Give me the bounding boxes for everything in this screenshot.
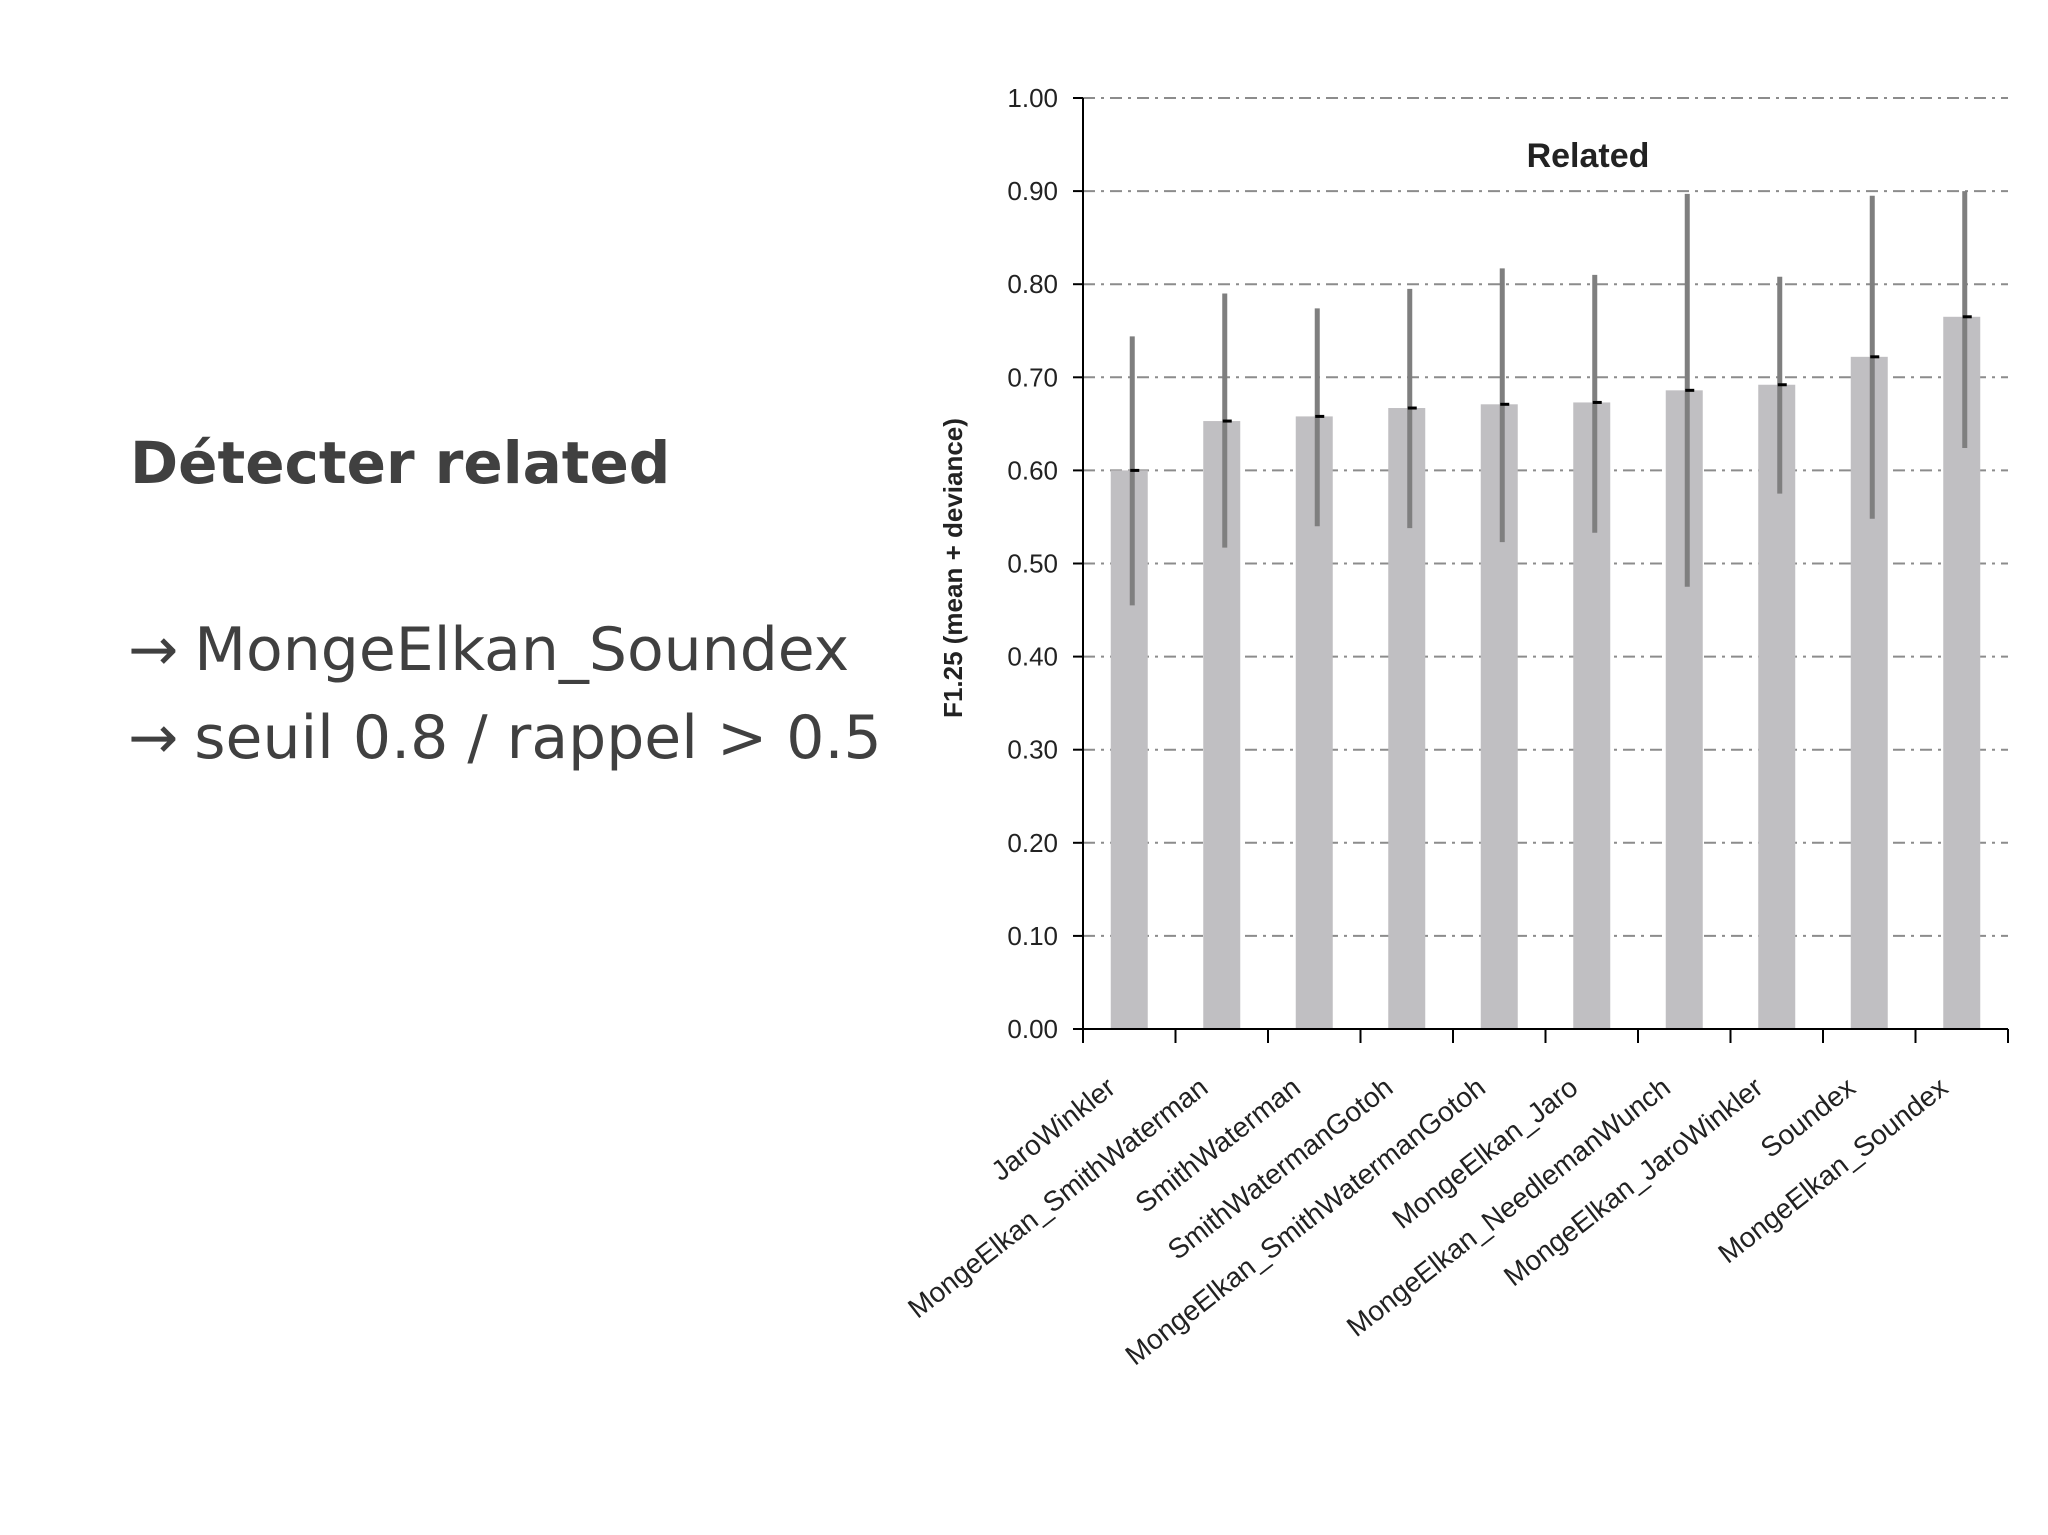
bar	[1388, 408, 1426, 1029]
y-axis-title: F1.25 (mean + deviance)	[938, 418, 968, 718]
bar	[1850, 356, 1888, 1029]
tick-labels: 0.00 0.10 0.20 0.30 0.40 0.50 0.60 0.70 0.80 0.90…	[902, 83, 1953, 1371]
y-tick-label: 0.00	[1007, 1014, 1058, 1044]
y-tick-label: 0.90	[1007, 176, 1058, 206]
bullet-item: → MongeElkan_Soundex	[128, 606, 882, 694]
error-bars	[1129, 191, 1972, 606]
y-tick-label: 0.40	[1007, 642, 1058, 672]
bullet-text: seuil 0.8 / rappel > 0.5	[194, 703, 882, 773]
bar	[1758, 384, 1796, 1029]
bullet-list: → MongeElkan_Soundex → seuil 0.8 / rappel …	[128, 606, 882, 782]
bar	[1480, 404, 1518, 1029]
bullet-item: → seuil 0.8 / rappel > 0.5	[128, 694, 882, 782]
bar	[1110, 470, 1148, 1029]
bar	[1203, 421, 1241, 1029]
bars	[1110, 316, 1981, 1030]
y-tick-label: 0.30	[1007, 735, 1058, 765]
arrow-icon: →	[128, 703, 179, 773]
chart-title: Related	[1527, 137, 1650, 175]
y-tick-label: 0.10	[1007, 921, 1058, 951]
y-tick-label: 0.20	[1007, 828, 1058, 858]
arrow-icon: →	[128, 615, 179, 685]
y-tick-label: 0.70	[1007, 362, 1058, 392]
y-tick-label: 0.60	[1007, 455, 1058, 485]
bullet-text: MongeElkan_Soundex	[194, 615, 850, 685]
axes	[1073, 97, 2009, 1043]
slide-title: Détecter related	[130, 429, 671, 497]
bar	[1295, 416, 1333, 1030]
bar	[1573, 402, 1611, 1029]
y-tick-label: 1.00	[1007, 83, 1058, 113]
y-tick-label: 0.80	[1007, 269, 1058, 299]
y-tick-label: 0.50	[1007, 549, 1058, 579]
bar	[1665, 390, 1703, 1030]
bar	[1943, 316, 1981, 1029]
